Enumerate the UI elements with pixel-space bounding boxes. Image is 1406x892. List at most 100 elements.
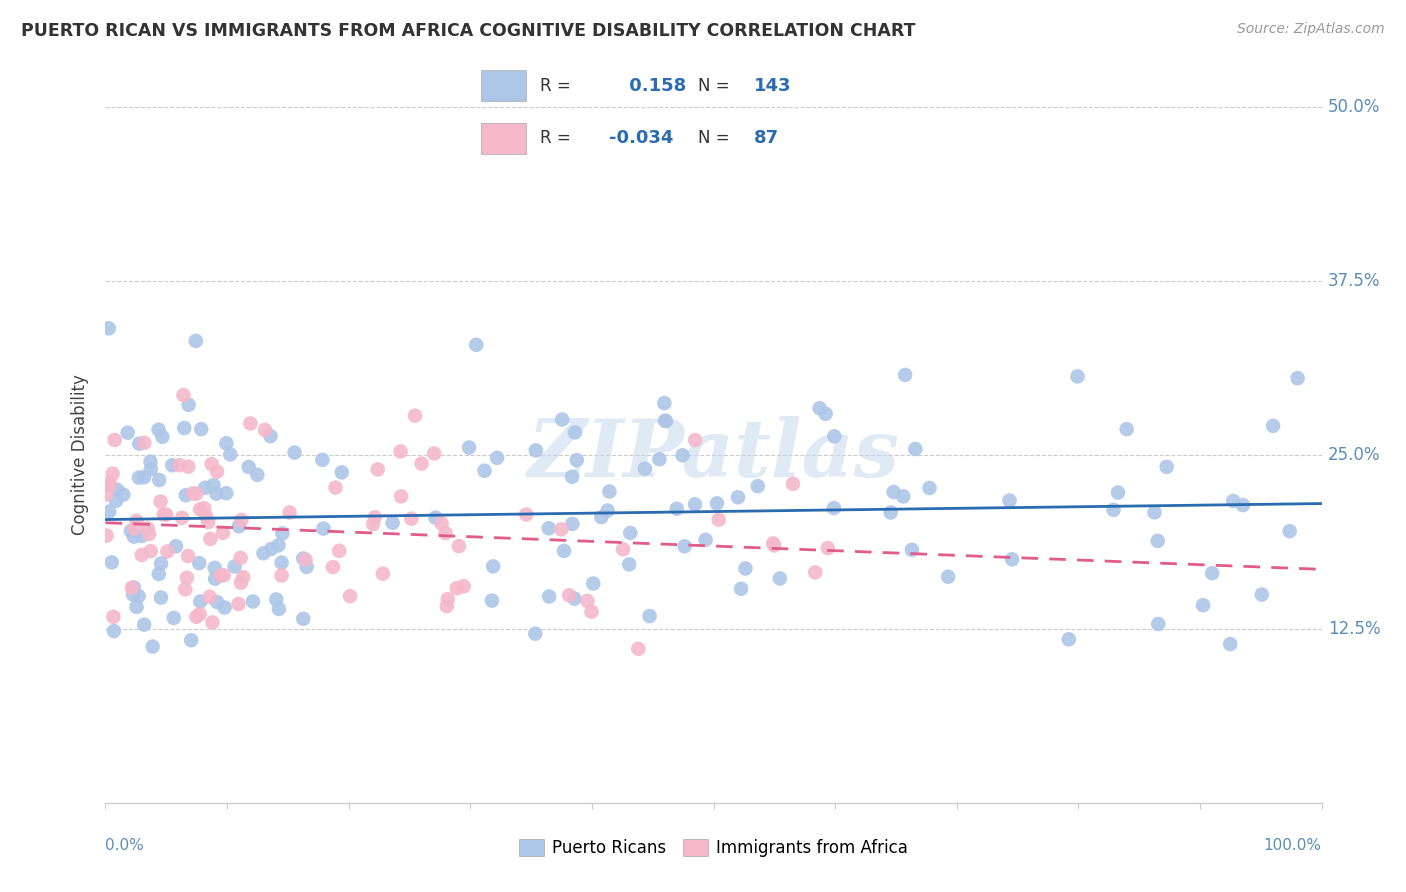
Point: [458, 441, 481, 455]
FancyBboxPatch shape: [481, 70, 526, 102]
Point: [627, 641, 650, 656]
Point: [936, 570, 959, 584]
Point: [1250, 588, 1272, 602]
Point: [205, 595, 228, 609]
Point: [117, 425, 139, 440]
Point: [638, 609, 661, 624]
Point: [197, 515, 219, 529]
Point: [1232, 498, 1254, 512]
Point: [202, 478, 225, 492]
Point: [122, 587, 145, 601]
Text: 25.0%: 25.0%: [1327, 446, 1381, 464]
Point: [98, 475, 121, 490]
Point: [804, 566, 827, 580]
Point: [229, 551, 252, 566]
Point: [96, 528, 118, 542]
Point: [148, 423, 170, 437]
Point: [120, 524, 142, 538]
Point: [239, 417, 262, 431]
Point: [1001, 552, 1024, 566]
Point: [155, 508, 177, 522]
Point: [232, 570, 254, 584]
Point: [1192, 598, 1215, 612]
Point: [101, 467, 124, 481]
Point: [174, 582, 197, 597]
Point: [132, 470, 155, 484]
Point: [401, 511, 423, 525]
Point: [423, 446, 446, 460]
Point: [1219, 637, 1241, 651]
Point: [163, 611, 186, 625]
Point: [453, 579, 475, 593]
Point: [260, 541, 283, 556]
Point: [311, 452, 333, 467]
Point: [538, 590, 561, 604]
Point: [201, 457, 224, 471]
Point: [582, 576, 605, 591]
Text: 143: 143: [754, 77, 792, 95]
Point: [446, 582, 468, 596]
Point: [411, 457, 433, 471]
Point: [312, 522, 335, 536]
Point: [176, 571, 198, 585]
Point: [769, 572, 792, 586]
Point: [654, 396, 676, 410]
Point: [361, 517, 384, 532]
Point: [193, 501, 215, 516]
Point: [177, 459, 200, 474]
Point: [148, 567, 170, 582]
Point: [673, 539, 696, 553]
Point: [619, 525, 641, 540]
Point: [125, 599, 148, 614]
FancyBboxPatch shape: [481, 123, 526, 154]
Point: [96, 487, 118, 501]
Point: [246, 467, 269, 482]
Point: [817, 541, 839, 555]
Point: [181, 486, 204, 500]
Point: [486, 450, 509, 465]
Point: [188, 502, 211, 516]
Point: [177, 549, 200, 563]
Point: [128, 436, 150, 450]
Point: [1156, 459, 1178, 474]
Point: [200, 532, 222, 546]
Point: [122, 530, 145, 544]
Point: [188, 556, 211, 570]
Point: [612, 542, 634, 557]
Point: [364, 510, 387, 524]
Point: [270, 568, 292, 582]
Point: [165, 539, 187, 553]
Point: [212, 525, 235, 540]
Text: R =: R =: [540, 129, 571, 147]
Point: [267, 538, 290, 552]
Point: [103, 609, 125, 624]
Point: [125, 514, 148, 528]
Point: [190, 422, 212, 436]
Text: 87: 87: [754, 129, 779, 147]
Point: [465, 338, 488, 352]
Point: [325, 481, 347, 495]
Point: [339, 589, 361, 603]
Point: [98, 478, 121, 492]
Point: [879, 506, 901, 520]
Point: [581, 605, 603, 619]
Point: [564, 591, 586, 606]
Point: [139, 462, 162, 476]
Point: [131, 548, 153, 562]
Text: R =: R =: [540, 77, 571, 95]
Point: [97, 321, 120, 335]
Point: [447, 539, 470, 553]
Point: [598, 484, 620, 499]
Point: [122, 580, 145, 594]
Point: [389, 489, 412, 503]
Text: 50.0%: 50.0%: [1327, 98, 1381, 116]
Point: [121, 581, 143, 595]
Point: [219, 447, 242, 461]
Point: [205, 465, 228, 479]
Point: [425, 510, 447, 524]
Point: [100, 555, 122, 569]
Point: [138, 527, 160, 541]
Text: ZIPatlas: ZIPatlas: [527, 417, 900, 493]
Point: [436, 599, 458, 614]
Point: [204, 561, 226, 575]
